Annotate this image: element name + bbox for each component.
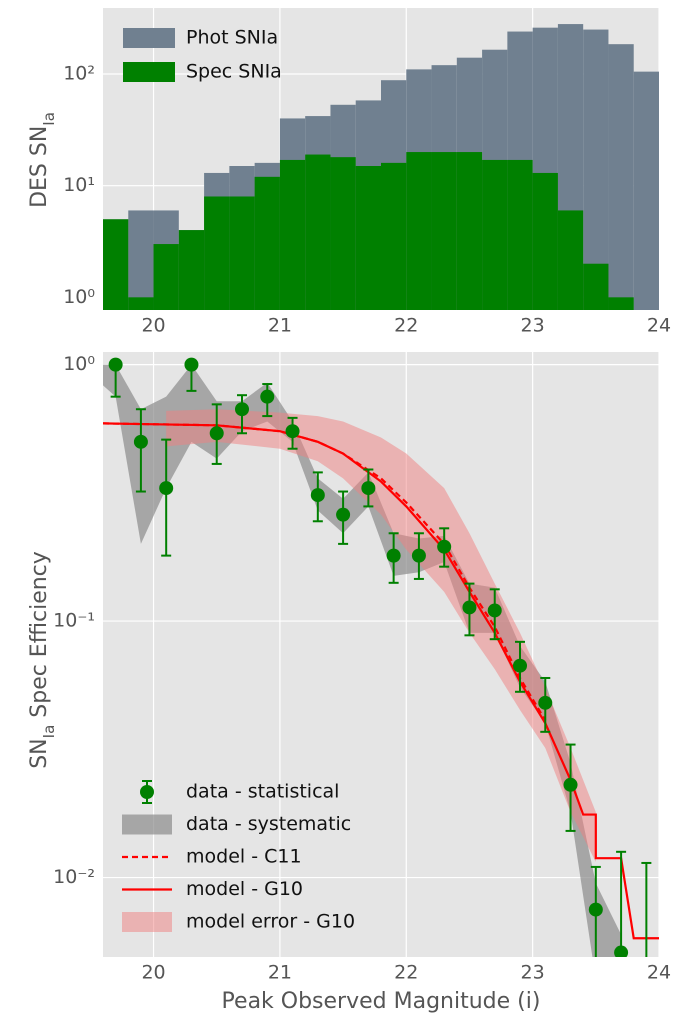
x-axis-label: Peak Observed Magnitude (i) <box>222 989 541 1014</box>
histogram-bar <box>103 219 129 310</box>
legend-swatch <box>122 814 172 835</box>
histogram-bar <box>406 152 432 310</box>
y-tick-label: 10⁰ <box>63 353 95 375</box>
data-point <box>108 357 123 372</box>
histogram-bar <box>532 172 558 310</box>
x-tick-label: 21 <box>268 315 292 337</box>
x-tick-label: 22 <box>394 315 418 337</box>
legend-label: model - G10 <box>186 878 303 900</box>
histogram-bar <box>557 210 584 310</box>
y-label-post: Spec Efficiency <box>27 551 52 725</box>
x-tick-label: 21 <box>268 962 292 984</box>
data-point <box>487 603 502 618</box>
legend-swatch <box>140 785 154 799</box>
histogram-bar <box>633 71 659 310</box>
y-tick-label: 10¹ <box>63 174 95 196</box>
legend-swatch <box>123 28 175 48</box>
histogram-bar <box>128 210 154 310</box>
y-tick-label: 10⁻¹ <box>53 610 95 632</box>
histogram-bar <box>608 297 634 310</box>
y-label-pre: SN <box>27 738 52 768</box>
legend-label: data - systematic <box>186 813 351 835</box>
legend-label: Phot SNIa <box>186 27 278 49</box>
legend-label: model error - G10 <box>186 911 355 933</box>
data-point <box>411 548 426 563</box>
x-tick-label: 20 <box>141 962 165 984</box>
histogram-bar <box>507 159 533 310</box>
y-tick-label: 10² <box>63 62 95 84</box>
data-point <box>614 945 629 957</box>
histogram-bar <box>153 244 179 310</box>
legend-label: Spec SNIa <box>186 61 282 83</box>
y-label-sub: Ia <box>40 725 58 739</box>
data-point <box>235 402 249 417</box>
x-tick-label: 22 <box>394 962 418 984</box>
data-point <box>336 507 351 522</box>
y-axis-label: DES SNIa <box>27 112 58 208</box>
x-tick-label: 24 <box>647 962 671 984</box>
histogram-bar <box>381 162 407 310</box>
data-point <box>184 357 199 372</box>
histogram-bar <box>254 176 280 310</box>
histogram-bar <box>456 152 483 310</box>
histogram-bar <box>482 159 508 310</box>
y-label-sub: Ia <box>40 112 58 126</box>
data-point <box>462 600 477 615</box>
y-tick-label: 10⁻² <box>53 866 95 888</box>
data-point <box>133 434 148 449</box>
data-point <box>588 902 603 917</box>
histogram-bar <box>583 29 609 310</box>
legend-label: model - C11 <box>186 846 302 868</box>
data-point <box>437 539 452 554</box>
legend-label: data - statistical <box>186 781 339 803</box>
data-point <box>260 389 275 404</box>
histogram-bar <box>279 159 306 310</box>
histogram-bar <box>204 196 230 310</box>
data-point <box>386 548 401 563</box>
histogram-bar <box>178 230 205 310</box>
plot-layer <box>103 352 659 957</box>
y-label-main: DES SN <box>27 126 52 208</box>
plot-layer <box>103 8 659 310</box>
legend-swatch <box>123 62 175 82</box>
histogram-bar <box>355 165 381 310</box>
histogram-bar <box>128 297 154 310</box>
histogram-bar <box>431 152 457 310</box>
x-tick-label: 23 <box>521 315 545 337</box>
data-point <box>285 424 300 439</box>
histogram-bar <box>229 196 255 310</box>
data-point <box>310 488 325 503</box>
x-tick-label: 23 <box>521 962 545 984</box>
y-axis-label: SNIa Spec Efficiency <box>27 551 58 769</box>
band <box>166 409 596 862</box>
x-tick-label: 24 <box>647 315 671 337</box>
data-point <box>361 481 376 496</box>
legend-swatch <box>122 912 172 932</box>
data-point <box>159 481 174 496</box>
data-point <box>209 426 224 441</box>
data-point <box>538 695 553 710</box>
data-point <box>563 777 578 792</box>
histogram-bar <box>608 44 634 310</box>
data-point <box>513 658 527 673</box>
x-tick-label: 20 <box>141 315 165 337</box>
histogram-bar <box>330 157 356 310</box>
y-tick-label: 10⁰ <box>63 286 95 308</box>
histogram-bar <box>305 154 331 310</box>
histogram-bar <box>583 263 609 310</box>
